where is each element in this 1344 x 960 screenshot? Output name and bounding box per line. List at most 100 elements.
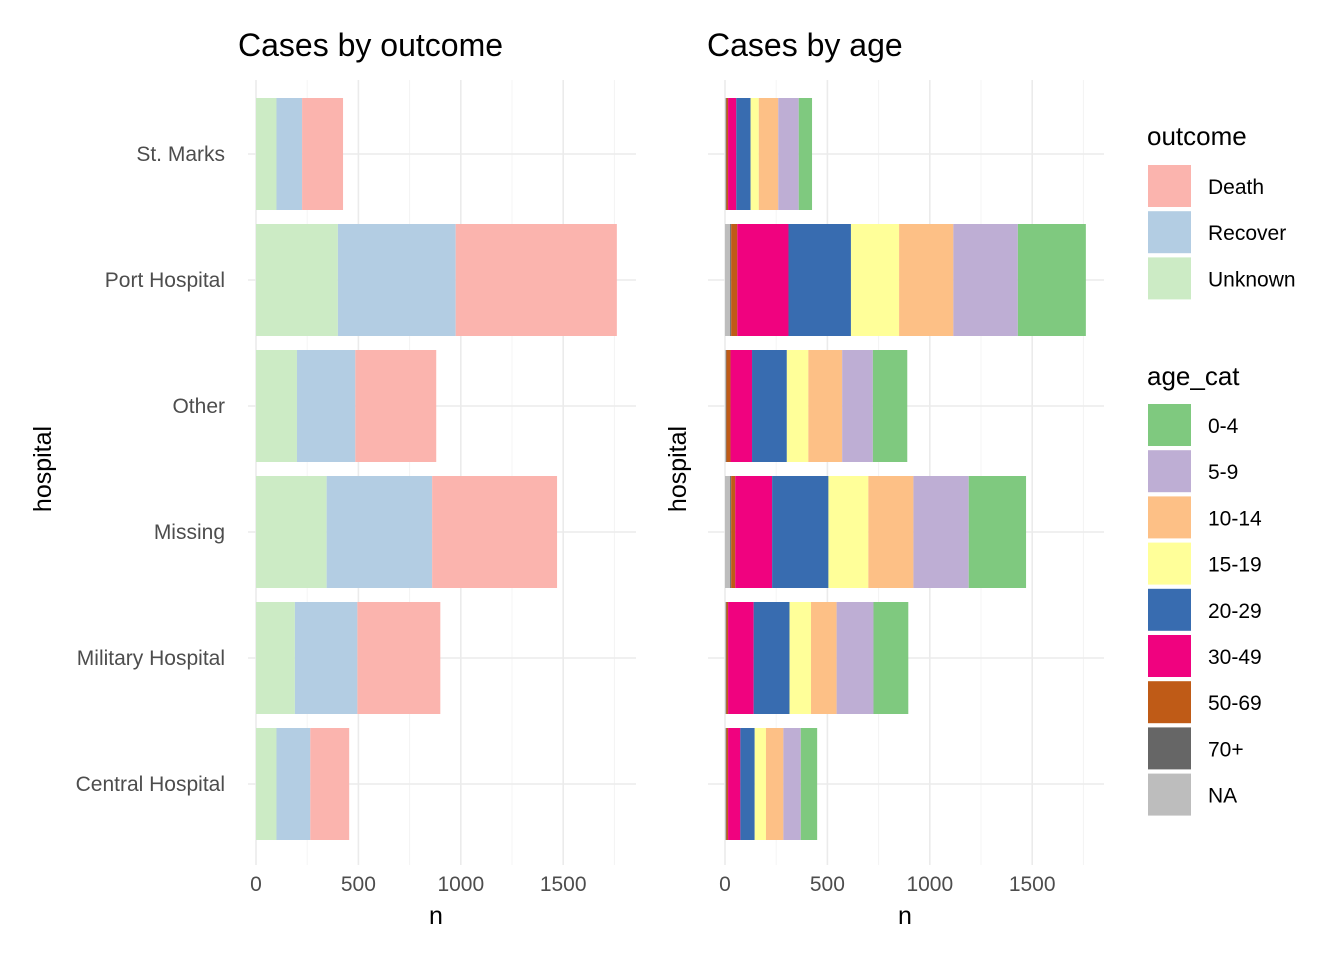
age-bar-military-hospital-30-49 bbox=[728, 602, 754, 714]
outcome-x-tick-label: 1500 bbox=[540, 873, 587, 896]
legend-age-key-5-9 bbox=[1148, 450, 1191, 493]
outcome-bar-central-hospital-death bbox=[310, 728, 350, 840]
outcome-bar-st-marks-recover bbox=[276, 98, 303, 210]
age-bar-st-marks-50-69 bbox=[726, 98, 729, 210]
age-bar-st-marks-5-9 bbox=[778, 98, 799, 210]
age-bar-other-30-49 bbox=[730, 350, 753, 462]
age-bar-military-hospital-10-14 bbox=[811, 602, 837, 714]
age-bar-other-na bbox=[725, 350, 727, 462]
outcome-bar-military-hospital-recover bbox=[294, 602, 358, 714]
outcome-x-tick-label: 1000 bbox=[437, 873, 484, 896]
age-bar-other-20-29 bbox=[752, 350, 787, 462]
age-bar-other-50-69 bbox=[726, 350, 731, 462]
age-bar-other-10-14 bbox=[808, 350, 843, 462]
age-x-tick-label: 1000 bbox=[906, 873, 953, 896]
age-bar-st-marks-0-4 bbox=[798, 98, 813, 210]
outcome-y-tick-label: Port Hospital bbox=[105, 269, 225, 292]
legend-age-label-15-19: 15-19 bbox=[1208, 554, 1262, 577]
age-x-tick-label: 0 bbox=[719, 873, 731, 896]
age-bar-other-5-9 bbox=[842, 350, 873, 462]
legend: outcome Death Recover Unknown age_cat 0-4 5… bbox=[1147, 121, 1296, 816]
age-bar-military-hospital-na bbox=[725, 602, 727, 714]
legend-age-key-20-29 bbox=[1148, 588, 1191, 631]
age-bar-port-hospital-15-19 bbox=[850, 224, 900, 336]
outcome-chart-x-axis-title: n bbox=[429, 902, 443, 930]
age-bar-port-hospital-na bbox=[725, 224, 731, 336]
age-bar-central-hospital-50-69 bbox=[726, 728, 729, 840]
legend-outcome-label-death: Death bbox=[1208, 176, 1264, 199]
legend-age-key-0-4 bbox=[1148, 404, 1191, 446]
outcome-chart-y-axis-title: hospital bbox=[29, 426, 57, 512]
age-bar-st-marks-15-19 bbox=[750, 98, 759, 210]
outcome-chart-y-ticks: St. Marks Port Hospital Other Missing Milita… bbox=[76, 143, 225, 796]
legend-age-label-70: 70+ bbox=[1208, 738, 1244, 761]
age-chart: Cases by age 0 500 1000 1500 n hospital bbox=[664, 27, 1104, 930]
legend-age-label-5-9: 5-9 bbox=[1208, 461, 1238, 484]
outcome-bar-other-unknown bbox=[256, 350, 297, 462]
legend-outcome-key-death bbox=[1148, 165, 1191, 207]
age-bar-military-hospital-0-4 bbox=[873, 602, 909, 714]
outcome-bar-port-hospital-recover bbox=[337, 224, 456, 336]
outcome-bar-missing-death bbox=[432, 476, 558, 588]
age-bar-st-marks-20-29 bbox=[736, 98, 751, 210]
legend-age-label-20-29: 20-29 bbox=[1208, 600, 1262, 623]
legend-age-key-50-69 bbox=[1148, 681, 1191, 724]
outcome-bar-other-death bbox=[355, 350, 437, 462]
outcome-x-tick-label: 500 bbox=[341, 873, 376, 896]
legend-outcome-label-recover: Recover bbox=[1208, 222, 1286, 245]
age-bar-other-0-4 bbox=[872, 350, 908, 462]
legend-outcome-key-recover bbox=[1148, 211, 1191, 254]
legend-outcome-title: outcome bbox=[1147, 121, 1247, 151]
outcome-chart-title: Cases by outcome bbox=[238, 27, 503, 63]
age-bar-port-hospital-20-29 bbox=[788, 224, 851, 336]
outcome-bar-central-hospital-unknown bbox=[256, 728, 277, 840]
age-bar-port-hospital-5-9 bbox=[953, 224, 1018, 336]
age-bar-military-hospital-50-69 bbox=[726, 602, 729, 714]
age-bar-central-hospital-20-29 bbox=[740, 728, 755, 840]
outcome-chart: Cases by outcome St. Marks Port Hospital O… bbox=[29, 27, 636, 930]
legend-age-label-50-69: 50-69 bbox=[1208, 692, 1262, 715]
outcome-y-tick-label: Missing bbox=[154, 521, 225, 544]
legend-age-key-30-49 bbox=[1148, 635, 1191, 677]
legend-age-label-0-4: 0-4 bbox=[1208, 415, 1239, 438]
outcome-bar-military-hospital-unknown bbox=[256, 602, 295, 714]
outcome-bar-st-marks-unknown bbox=[256, 98, 277, 210]
age-bar-missing-15-19 bbox=[828, 476, 869, 588]
outcome-chart-x-ticks: 0 500 1000 1500 bbox=[250, 873, 586, 896]
age-bar-st-marks-na bbox=[725, 98, 727, 210]
legend-age-key-na bbox=[1148, 773, 1191, 816]
age-bar-missing-5-9 bbox=[913, 476, 969, 588]
age-bar-central-hospital-5-9 bbox=[783, 728, 801, 840]
age-bar-central-hospital-30-49 bbox=[728, 728, 741, 840]
outcome-y-tick-label: Central Hospital bbox=[76, 773, 225, 796]
age-chart-y-axis-title: hospital bbox=[664, 426, 692, 512]
legend-age-label-10-14: 10-14 bbox=[1208, 507, 1262, 530]
legend-outcome-key-unknown bbox=[1148, 257, 1191, 300]
legend-age-label-na: NA bbox=[1208, 785, 1237, 808]
outcome-bar-port-hospital-death bbox=[455, 224, 617, 336]
outcome-x-tick-label: 0 bbox=[250, 873, 262, 896]
age-bar-other-15-19 bbox=[786, 350, 809, 462]
age-bar-missing-na bbox=[725, 476, 731, 588]
legend-age-label-30-49: 30-49 bbox=[1208, 646, 1262, 669]
age-chart-x-ticks: 0 500 1000 1500 bbox=[719, 873, 1055, 896]
legend-age-cat-items: 0-4 5-9 10-14 15-19 20-29 30-49 50-69 70+ NA bbox=[1148, 404, 1262, 816]
outcome-bar-other-recover bbox=[296, 350, 356, 462]
age-bar-port-hospital-50-69 bbox=[731, 224, 738, 336]
age-bar-missing-20-29 bbox=[772, 476, 829, 588]
outcome-bar-central-hospital-recover bbox=[276, 728, 311, 840]
age-bar-military-hospital-20-29 bbox=[753, 602, 790, 714]
age-bar-port-hospital-70 bbox=[730, 224, 732, 336]
age-bar-st-marks-10-14 bbox=[758, 98, 779, 210]
legend-age-cat-title: age_cat bbox=[1147, 361, 1240, 391]
age-bar-missing-70 bbox=[730, 476, 732, 588]
age-bar-missing-50-69 bbox=[731, 476, 736, 588]
outcome-y-tick-label: St. Marks bbox=[136, 143, 225, 166]
legend-age-key-70 bbox=[1148, 727, 1191, 770]
outcome-bar-military-hospital-death bbox=[357, 602, 441, 714]
age-bar-military-hospital-15-19 bbox=[789, 602, 812, 714]
age-bar-central-hospital-na bbox=[725, 728, 727, 840]
age-chart-title: Cases by age bbox=[707, 27, 903, 63]
age-chart-x-axis-title: n bbox=[898, 902, 912, 930]
